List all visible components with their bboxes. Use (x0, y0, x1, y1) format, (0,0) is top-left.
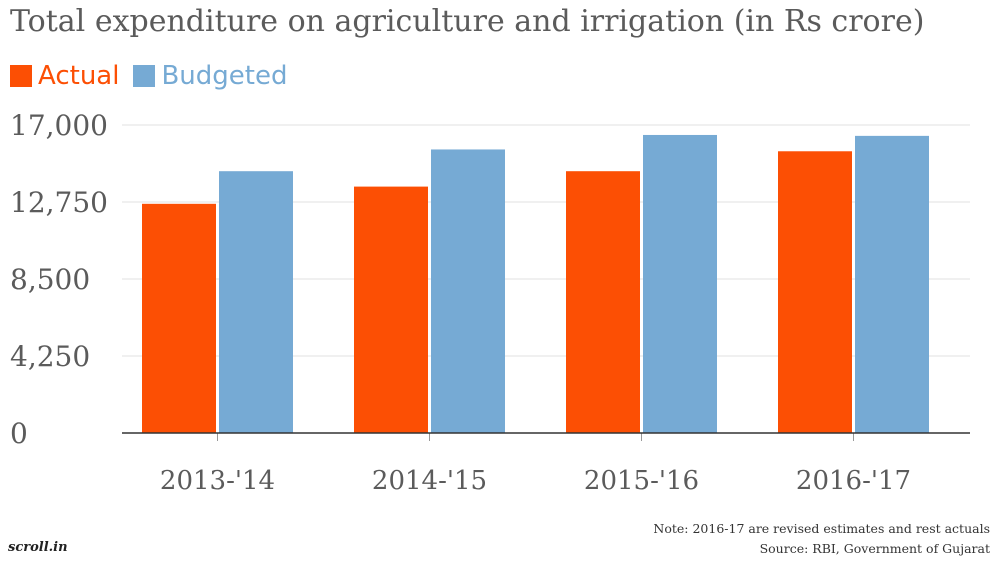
bar-budgeted (219, 171, 293, 433)
y-tick-label: 4,250 (10, 340, 90, 373)
legend-item-budgeted: Budgeted (133, 61, 287, 91)
bar-actual (778, 151, 852, 434)
y-tick-label: 0 (10, 417, 28, 450)
bar-budgeted (643, 134, 717, 433)
y-tick-label: 8,500 (10, 263, 90, 296)
x-tick-label: 2014-'15 (372, 466, 487, 496)
y-tick-label: 17,000 (10, 109, 108, 142)
legend-label-actual: Actual (38, 61, 120, 91)
x-tick-label: 2015-'16 (584, 466, 699, 496)
legend-swatch-budgeted (133, 65, 156, 87)
legend-swatch-actual (10, 65, 32, 87)
chart-legend: Actual Budgeted (10, 58, 301, 94)
x-tick-label: 2016-'17 (796, 466, 911, 496)
legend-item-actual: Actual (10, 61, 119, 91)
source-line: Source: RBI, Government of Gujarat (759, 541, 990, 556)
y-tick-label: 12,750 (10, 186, 108, 219)
bar-budgeted (855, 135, 929, 433)
bar-actual (142, 203, 216, 433)
publisher-logo: scroll.in (8, 540, 68, 555)
footnote: Note: 2016-17 are revised estimates and … (653, 521, 990, 536)
chart-title: Total expenditure on agriculture and irr… (10, 4, 925, 39)
x-tick-label: 2013-'14 (160, 466, 275, 496)
legend-label-budgeted: Budgeted (161, 61, 288, 91)
bar-budgeted (431, 149, 505, 434)
bar-actual (354, 186, 428, 433)
bar-actual (566, 171, 640, 433)
